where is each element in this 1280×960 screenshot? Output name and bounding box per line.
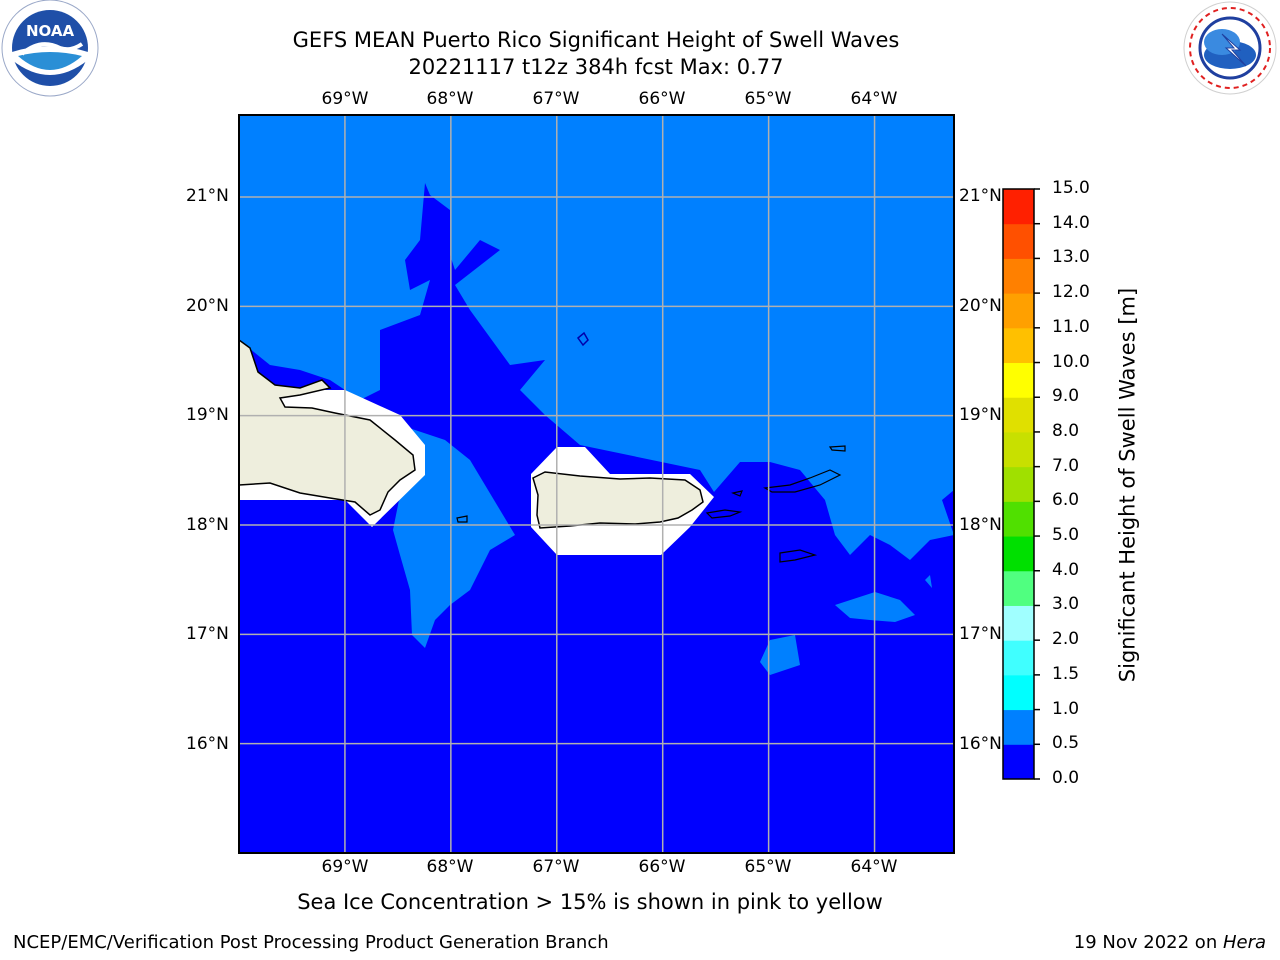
colorbar-swatch	[1003, 501, 1034, 537]
lat-label-left: 17°N	[186, 624, 229, 644]
lat-label-right: 21°N	[959, 186, 1002, 206]
colorbar-swatch	[1003, 397, 1034, 433]
colorbar-tick-label: 12.0	[1052, 282, 1090, 303]
colorbar-tick-label: 1.5	[1052, 663, 1080, 684]
date-text: 19 Nov 2022 on	[1073, 932, 1223, 953]
colorbar-tick-label: 7.0	[1052, 455, 1080, 476]
land-hispaniola	[239, 339, 416, 516]
lat-label-left: 18°N	[186, 515, 229, 535]
date-stamp: 19 Nov 2022 on Hera	[1074, 932, 1266, 953]
chart-title-line2: 20221117 t12z 384h fcst Max: 0.77	[408, 55, 784, 79]
land-virgin-islands-1	[763, 469, 842, 493]
colorbar-swatch	[1003, 258, 1034, 294]
colorbar-tick-label: 14.0	[1052, 212, 1090, 233]
colorbar-tick-label: 6.0	[1052, 490, 1080, 511]
lat-label-left: 16°N	[186, 734, 229, 754]
credit-text: NCEP/EMC/Verification Post Processing Pr…	[13, 932, 609, 953]
lon-label-top: 67°W	[532, 89, 580, 109]
lon-label-top: 65°W	[744, 89, 792, 109]
swell-contour-0.5-1.0	[450, 115, 954, 560]
colorbar-tick-label: 11.0	[1052, 316, 1090, 337]
lat-label-left: 20°N	[186, 296, 229, 316]
colorbar-label: Significant Height of Swell Waves [m]	[1115, 287, 1140, 683]
colorbar-frame	[1002, 188, 1035, 780]
land-puerto-rico	[532, 471, 704, 529]
swell-contour-southeast-2	[760, 635, 800, 675]
lon-label-bottom: 65°W	[744, 857, 792, 877]
colorbar-tick-label: 4.0	[1052, 559, 1080, 580]
swell-contour-small-1	[925, 575, 932, 588]
colorbar-swatch	[1003, 570, 1034, 606]
colorbar-tick-label: 15.0	[1052, 178, 1090, 198]
lon-label-top: 68°W	[426, 89, 474, 109]
colorbar-swatch	[1003, 327, 1034, 364]
colorbar-swatch	[1003, 189, 1034, 225]
land-small-north	[576, 331, 589, 347]
lon-label-top: 69°W	[321, 89, 369, 109]
colorbar	[1003, 188, 1040, 780]
colorbar-tick-label: 10.0	[1052, 351, 1090, 372]
lat-label-right: 16°N	[959, 734, 1002, 754]
lat-label-left: 19°N	[186, 405, 229, 425]
colorbar-tick-label: 0.5	[1052, 733, 1080, 754]
colorbar-tick-label: 1.0	[1052, 698, 1080, 719]
land-mona	[456, 515, 468, 523]
land-vieques	[705, 509, 743, 519]
colorbar-swatch	[1003, 744, 1034, 780]
colorbar-swatch	[1003, 223, 1034, 259]
lon-label-bottom: 67°W	[532, 857, 580, 877]
lat-label-right: 20°N	[959, 296, 1002, 316]
lon-label-top: 66°W	[638, 89, 686, 109]
land-anguilla	[828, 445, 846, 452]
lon-label-top: 64°W	[850, 89, 898, 109]
colorbar-swatch	[1003, 709, 1034, 745]
lat-label-right: 19°N	[959, 405, 1002, 425]
lon-label-bottom: 66°W	[638, 857, 686, 877]
lon-label-bottom: 69°W	[321, 857, 369, 877]
colorbar-tick-label: 13.0	[1052, 247, 1090, 268]
lon-label-bottom: 68°W	[426, 857, 474, 877]
swell-contour-hispaniola-east	[393, 425, 515, 648]
lat-label-left: 21°N	[186, 186, 229, 206]
lat-label-right: 18°N	[959, 515, 1002, 535]
map-frame	[238, 114, 955, 854]
machine-name: Hera	[1222, 932, 1266, 953]
colorbar-tick-label: 5.0	[1052, 525, 1080, 546]
colorbar-swatch	[1003, 640, 1034, 676]
colorbar-swatch	[1003, 536, 1034, 572]
chart-title-line1: GEFS MEAN Puerto Rico Significant Height…	[292, 28, 900, 52]
colorbar-swatch	[1003, 362, 1034, 398]
colorbar-swatch	[1003, 466, 1034, 502]
lat-label-right: 17°N	[959, 624, 1002, 644]
colorbar-tick-label: 9.0	[1052, 386, 1080, 407]
colorbar-tick-label: 3.0	[1052, 594, 1080, 615]
land-culebra	[731, 490, 743, 497]
colorbar-tick-label: 8.0	[1052, 420, 1080, 441]
colorbar-tick-label: 2.0	[1052, 629, 1080, 650]
colorbar-swatch	[1003, 431, 1034, 468]
colorbar-tick-label: 0.0	[1052, 768, 1080, 788]
lon-label-bottom: 64°W	[850, 857, 898, 877]
colorbar-swatch	[1003, 293, 1034, 329]
land-st-croix	[779, 549, 818, 563]
colorbar-swatch	[1003, 605, 1034, 641]
gridlines	[239, 115, 954, 853]
sea-ice-note: Sea Ice Concentration > 15% is shown in …	[297, 890, 883, 914]
colorbar-swatch	[1003, 674, 1034, 711]
